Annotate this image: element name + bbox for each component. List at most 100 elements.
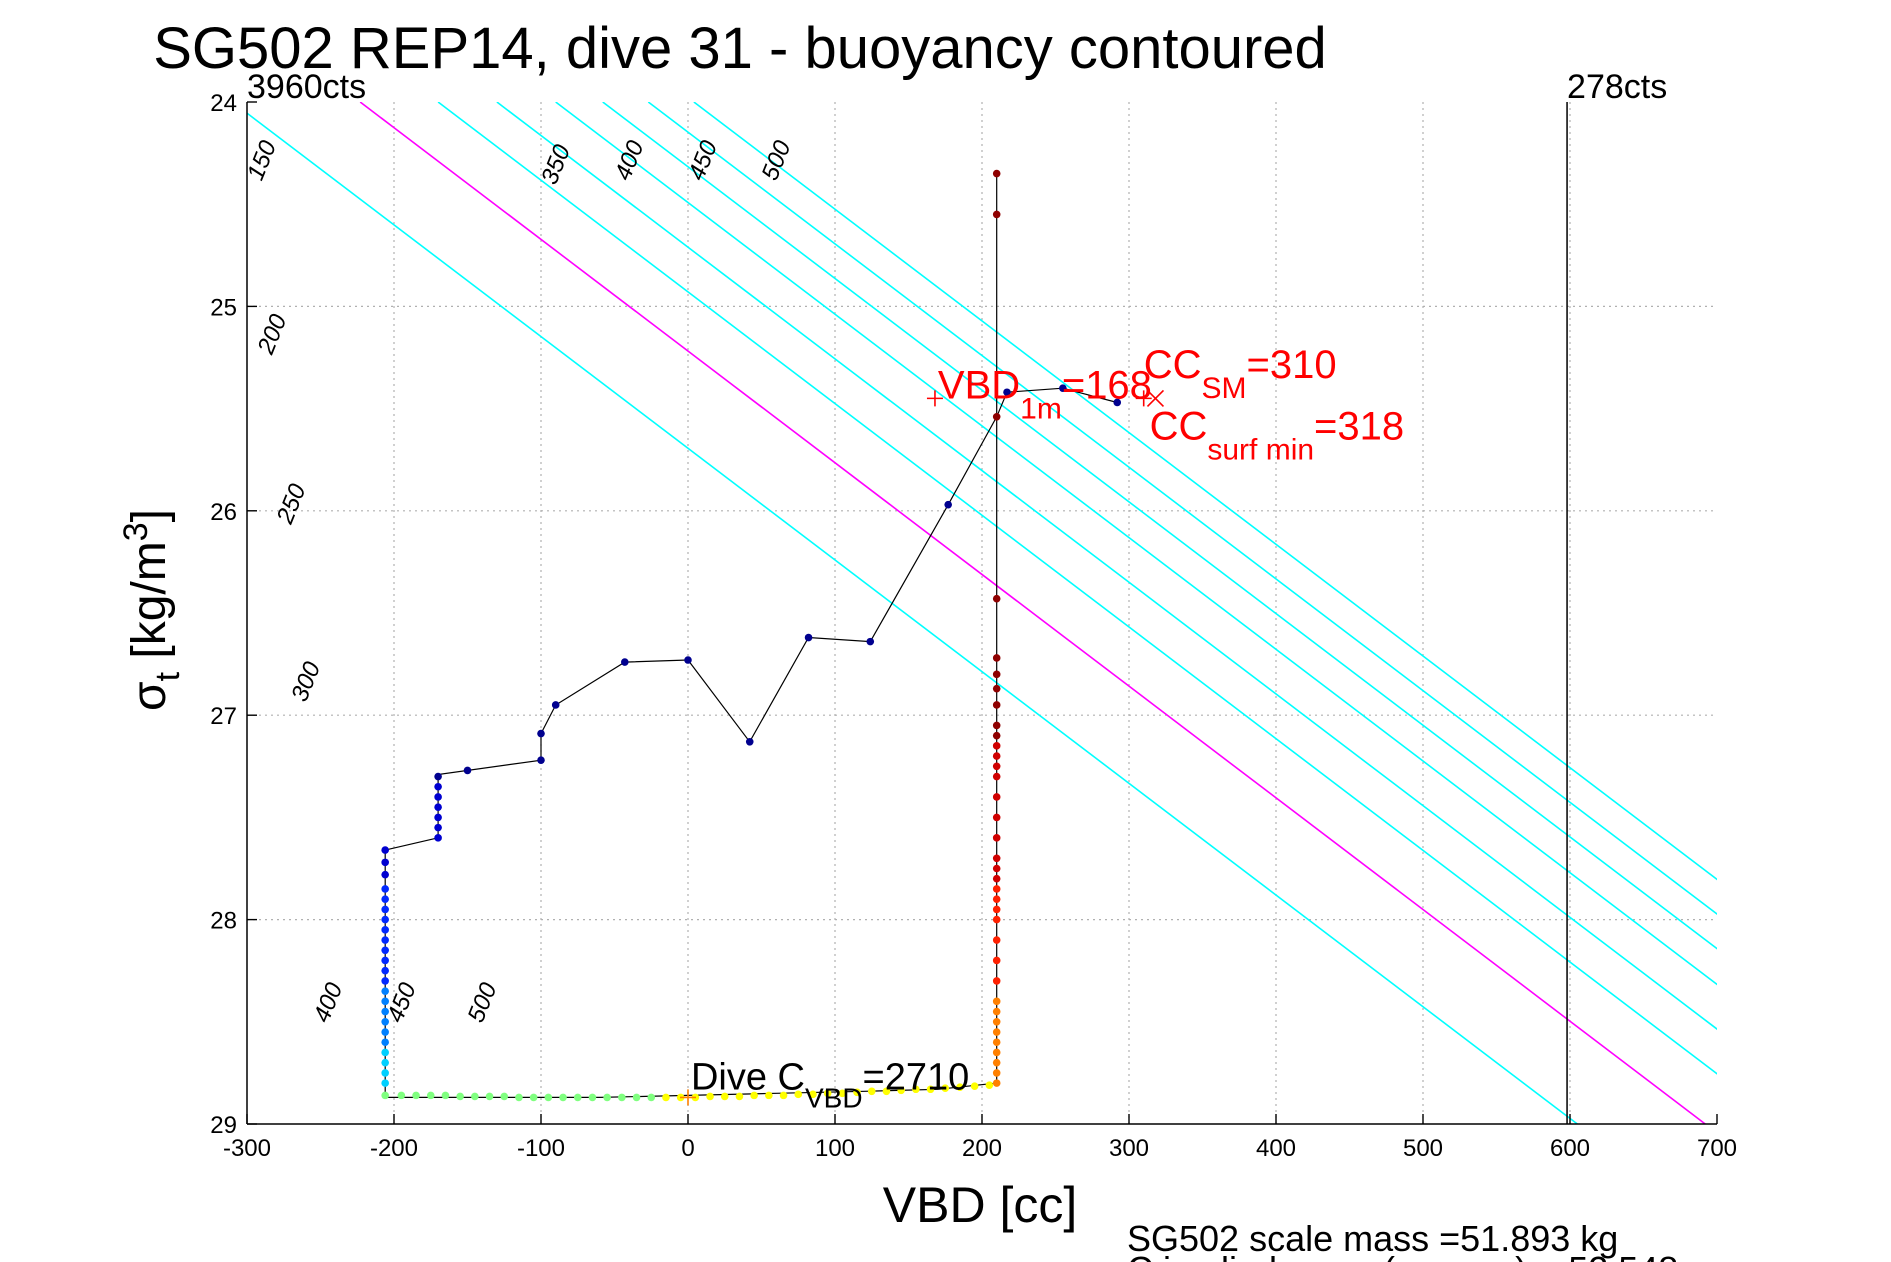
data-point (500, 1092, 509, 1101)
dive-path-line (384, 173, 1118, 1099)
data-point (992, 813, 1001, 822)
data-point (381, 966, 389, 975)
data-point (471, 1092, 479, 1101)
x-tick-label: 100 (815, 1135, 855, 1162)
data-point (537, 729, 545, 738)
x-tick-label: 700 (1697, 1135, 1737, 1162)
data-point (992, 834, 1001, 842)
data-point (735, 1092, 744, 1101)
cc-sm-annotation: CCSM=310 (1144, 343, 1337, 405)
tick-labels: -300 -200 -100 0 100 200 300 400 500 600 700 24 25 26… (210, 90, 1737, 1162)
data-point (381, 1048, 389, 1057)
y-axis-label: σt [kg/m3] (117, 509, 187, 711)
data-point (992, 731, 1001, 740)
data-point (381, 1007, 389, 1016)
data-point (381, 885, 389, 893)
x-tick-label: 400 (1256, 1135, 1296, 1162)
data-point (992, 1007, 1001, 1016)
data-point (588, 1093, 597, 1102)
chart-title: SG502 REP14, dive 31 - buoyancy contoure… (153, 16, 1327, 81)
data-point (515, 1093, 523, 1102)
data-point (456, 1092, 464, 1101)
data-points (381, 169, 1122, 1102)
data-point (779, 1091, 788, 1100)
data-point (992, 412, 1001, 421)
data-point (632, 1093, 641, 1102)
data-point (381, 946, 389, 955)
cc-surf-min-main: CC (1150, 404, 1208, 448)
cc-sm-value: =310 (1246, 343, 1336, 387)
plus-marker (1135, 390, 1152, 407)
y-axis-label-subscript: t (149, 671, 187, 681)
y-axis-label-superscript: 3 (117, 522, 155, 541)
markers (680, 389, 1165, 1106)
data-point (647, 1093, 656, 1102)
data-point (992, 864, 1001, 873)
data-point (992, 1069, 1001, 1077)
data-point (529, 1093, 538, 1102)
data-point (956, 1083, 964, 1092)
contour-line (647, 102, 1717, 916)
y-tick-label: 27 (210, 703, 237, 730)
data-point (381, 846, 389, 854)
data-point (897, 1086, 905, 1095)
data-point (463, 766, 472, 775)
data-point (992, 895, 1001, 903)
data-point (970, 1082, 979, 1090)
data-point (992, 936, 1001, 944)
data-point (992, 874, 1001, 883)
dive-c-vbd-main: Dive C (691, 1056, 805, 1098)
data-point (720, 1092, 729, 1101)
data-point (434, 793, 442, 801)
data-point (620, 658, 629, 666)
data-point (992, 1038, 1001, 1047)
data-point (992, 1028, 1001, 1036)
data-point (992, 670, 1001, 679)
data-point (992, 594, 1001, 603)
data-point (381, 956, 389, 965)
contour-line (437, 102, 1717, 1075)
data-point (381, 870, 389, 879)
scale-mass-text: SG502 scale mass =51.893 kg (1127, 1218, 1618, 1259)
data-point (434, 834, 442, 842)
data-point (944, 500, 952, 509)
data-point (381, 858, 389, 867)
contour-line (496, 102, 1717, 1031)
data-point (381, 1038, 389, 1047)
data-point (941, 1084, 950, 1093)
implied-mass-text: C implied mass (apogee) = 52.548 (1127, 1249, 1678, 1262)
y-tick-label: 29 (210, 1112, 237, 1139)
data-point (992, 997, 1001, 1006)
counts-label: 278cts (1567, 68, 1667, 106)
data-point (434, 813, 442, 822)
dive-c-vbd-annotation: Dive CVBD=2710 (691, 1056, 969, 1113)
data-point (551, 701, 560, 709)
data-point (926, 1085, 935, 1094)
data-point (838, 1089, 847, 1098)
data-point (765, 1091, 773, 1100)
data-point (434, 803, 442, 811)
data-point (1113, 398, 1122, 407)
cc-surf-min-sub: surf min (1207, 433, 1314, 466)
data-point (381, 977, 389, 985)
data-point (750, 1091, 758, 1100)
data-point (992, 915, 1001, 924)
data-point (381, 936, 389, 944)
data-point (537, 756, 545, 764)
x-tick-label: -100 (517, 1135, 565, 1162)
data-point (867, 1087, 876, 1096)
data-point (992, 654, 1001, 662)
vbd-1m-value: =168 (1062, 363, 1152, 407)
dive-c-vbd-value: =2710 (863, 1056, 970, 1098)
data-point (381, 1091, 389, 1100)
data-point (992, 1018, 1001, 1026)
data-point (412, 1091, 420, 1100)
data-point (992, 701, 1001, 709)
data-point (706, 1092, 714, 1101)
data-point (823, 1089, 832, 1098)
vbd-1m-sub: 1m (1020, 392, 1062, 425)
x-marker (1146, 389, 1165, 407)
contour-line (602, 102, 1717, 950)
